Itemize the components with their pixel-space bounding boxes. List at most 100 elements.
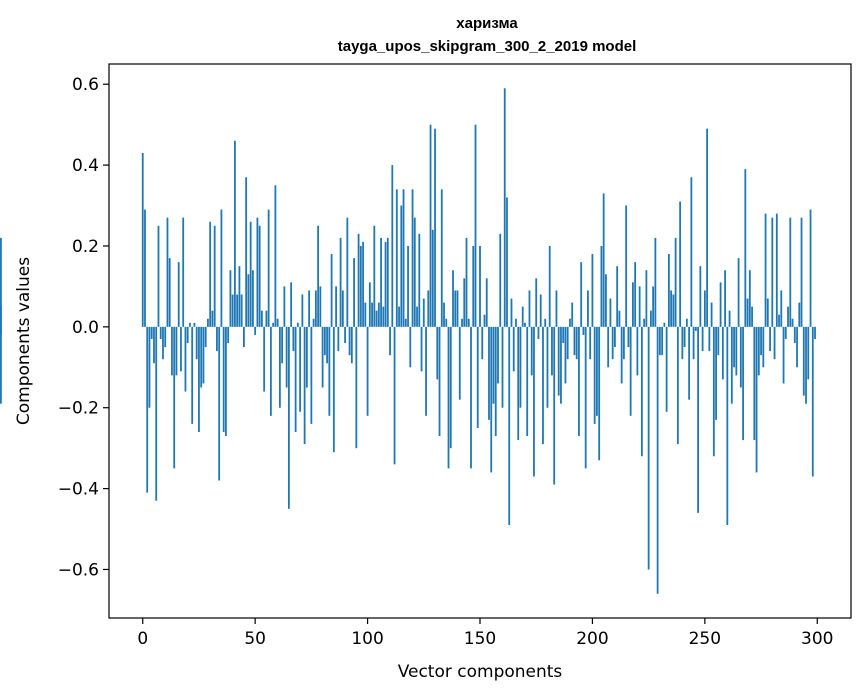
bar	[524, 322, 526, 327]
bar	[186, 326, 189, 344]
bar	[148, 326, 151, 408]
bar	[234, 140, 236, 327]
bar	[638, 286, 641, 327]
bar	[652, 286, 655, 327]
bar	[766, 298, 769, 327]
bar	[467, 318, 470, 327]
bar	[371, 302, 373, 327]
bar	[593, 326, 596, 424]
bar	[703, 290, 706, 327]
bar	[494, 326, 497, 437]
bar	[182, 217, 185, 327]
bar	[348, 326, 351, 356]
bar	[454, 290, 457, 327]
bar	[164, 326, 167, 348]
bar	[344, 326, 346, 344]
bar	[319, 286, 322, 327]
bar	[332, 326, 335, 453]
x-tick-label: 0	[137, 629, 148, 649]
bar	[589, 326, 592, 360]
bar	[290, 282, 293, 327]
bar	[254, 326, 257, 335]
bar	[692, 326, 695, 360]
bar	[607, 326, 610, 368]
bar	[296, 322, 299, 327]
bar	[602, 193, 605, 327]
bar	[760, 326, 762, 356]
bar	[688, 326, 691, 400]
x-tick-label: 200	[576, 629, 608, 649]
bar	[236, 294, 239, 327]
bar	[488, 326, 490, 420]
bar	[814, 326, 816, 339]
bar	[506, 197, 508, 327]
bar	[247, 274, 250, 327]
bar	[697, 326, 699, 513]
bar	[784, 326, 787, 339]
bar	[690, 177, 693, 327]
bar	[708, 326, 711, 352]
bar	[285, 326, 288, 388]
bar	[483, 314, 486, 327]
bar	[317, 225, 320, 327]
bar	[802, 326, 805, 396]
bar	[685, 318, 688, 327]
bar	[175, 326, 178, 376]
bar	[521, 306, 524, 327]
bar	[305, 326, 308, 388]
bar	[436, 326, 439, 380]
bar	[807, 326, 810, 380]
bar	[476, 326, 479, 428]
bar	[614, 326, 616, 348]
bar	[575, 326, 578, 360]
bar	[463, 278, 466, 327]
bar	[267, 209, 270, 327]
bar	[357, 233, 360, 327]
bar	[366, 326, 369, 416]
bar	[155, 326, 158, 501]
bar	[368, 282, 371, 327]
bar	[555, 290, 558, 327]
bar	[542, 326, 544, 445]
bar	[499, 233, 502, 327]
bar	[620, 326, 623, 384]
bar	[249, 221, 252, 327]
bar	[510, 298, 513, 327]
bar	[508, 326, 511, 525]
bar	[184, 326, 187, 392]
bar	[312, 318, 315, 327]
bar	[384, 241, 387, 327]
bar	[490, 326, 493, 473]
bar	[407, 245, 409, 327]
y-axis-ticks: −0.6 −0.4 −0.2 0.0 0.2 0.4 0.6	[58, 75, 109, 580]
bar	[337, 326, 340, 352]
bar	[278, 326, 281, 408]
bar	[645, 270, 648, 327]
bar	[535, 278, 538, 327]
bar	[323, 326, 326, 356]
bar	[728, 310, 731, 327]
bar	[578, 326, 580, 437]
bar	[764, 213, 767, 327]
y-tick-label: −0.2	[58, 399, 99, 419]
bar	[654, 237, 657, 327]
bar	[231, 294, 234, 327]
bar	[339, 237, 342, 327]
bar	[359, 245, 362, 327]
bar	[283, 286, 286, 327]
bar	[440, 189, 443, 327]
bar	[409, 326, 412, 368]
bar	[751, 306, 753, 327]
bar	[553, 326, 556, 485]
bar	[326, 326, 328, 364]
y-axis-label: Components values	[14, 257, 34, 425]
bar	[445, 318, 448, 327]
bar	[153, 326, 155, 364]
bar	[452, 270, 454, 327]
bar	[530, 326, 533, 376]
bar	[180, 326, 182, 372]
bar	[787, 306, 789, 327]
bar	[243, 326, 245, 348]
